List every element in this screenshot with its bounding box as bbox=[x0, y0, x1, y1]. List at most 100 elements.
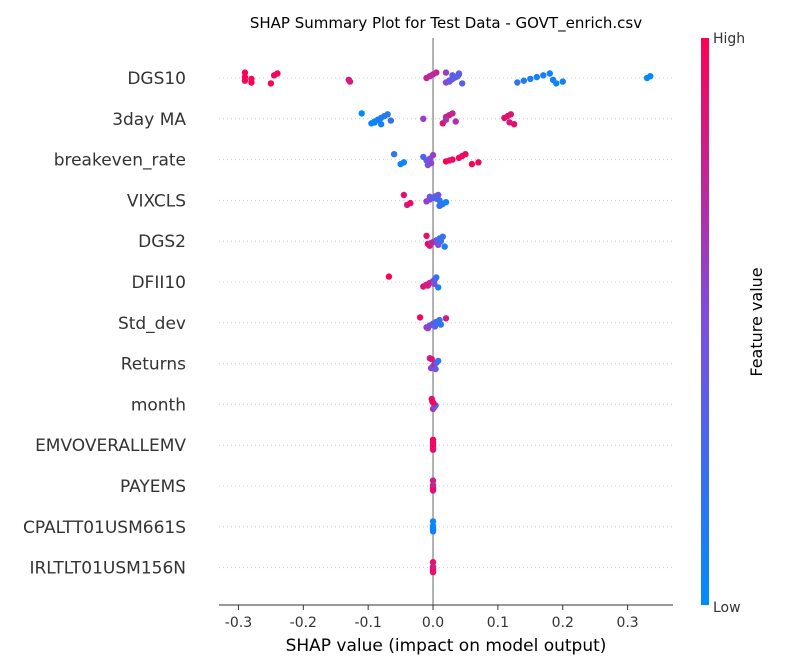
shap-point bbox=[241, 69, 249, 76]
shap-point bbox=[546, 70, 553, 77]
shap-point bbox=[446, 157, 453, 164]
shap-point bbox=[424, 282, 432, 289]
shap-point bbox=[427, 239, 435, 247]
shap-point bbox=[514, 79, 521, 86]
shap-point bbox=[435, 191, 442, 199]
feature-label: DGS10 bbox=[127, 69, 186, 89]
shap-point bbox=[549, 76, 557, 84]
shap-point bbox=[432, 365, 439, 373]
shap-point bbox=[442, 116, 450, 123]
row-guides bbox=[219, 77, 673, 569]
colorbar bbox=[701, 38, 709, 605]
feature-label: IRLTLT01USM156N bbox=[29, 559, 186, 579]
shap-point bbox=[423, 232, 430, 239]
shap-point bbox=[429, 477, 437, 484]
feature-label: breakeven_rate bbox=[54, 151, 186, 171]
shap-point bbox=[400, 191, 408, 199]
shap-point bbox=[400, 159, 408, 166]
feature-label: DFII10 bbox=[131, 273, 186, 293]
shap-point bbox=[442, 199, 450, 206]
shap-point bbox=[429, 439, 437, 446]
shap-points bbox=[241, 69, 654, 576]
feature-label: Std_dev bbox=[118, 314, 186, 334]
shap-point bbox=[429, 518, 437, 525]
shap-point bbox=[431, 323, 439, 330]
shap-point bbox=[533, 73, 540, 81]
feature-label: EMVOVERALLEMV bbox=[35, 436, 186, 456]
shap-point bbox=[433, 274, 440, 281]
shap-point bbox=[559, 78, 566, 85]
shap-point bbox=[459, 80, 466, 87]
shap-point bbox=[267, 80, 275, 87]
shap-point bbox=[248, 75, 255, 83]
shap-point bbox=[420, 115, 427, 123]
shap-point bbox=[429, 151, 437, 159]
shap-point bbox=[377, 121, 385, 128]
feature-label: VIXCLS bbox=[127, 191, 186, 211]
shap-point bbox=[507, 111, 515, 118]
shap-point bbox=[428, 355, 435, 363]
feature-label: Returns bbox=[121, 355, 186, 375]
feature-labels: DGS10 3day MA breakeven_rate VIXCLS DGS2 DFII… bbox=[23, 69, 186, 579]
shap-point bbox=[358, 110, 365, 117]
feature-label: month bbox=[131, 395, 186, 415]
x-tick-label: 0.2 bbox=[552, 615, 574, 631]
chart-title: SHAP Summary Plot for Test Data - GOVT_e… bbox=[250, 14, 642, 33]
x-tick-label: 0.0 bbox=[422, 615, 444, 631]
shap-point bbox=[437, 321, 445, 328]
x-axis-ticks: -0.3 -0.2 -0.1 0.0 0.1 0.2 0.3 bbox=[225, 605, 639, 631]
shap-point bbox=[468, 160, 476, 168]
shap-point bbox=[420, 153, 427, 161]
feature-label: PAYEMS bbox=[120, 477, 186, 497]
shap-point bbox=[520, 77, 528, 84]
shap-point bbox=[385, 273, 393, 280]
feature-label: 3day MA bbox=[112, 110, 186, 130]
x-tick-label: -0.1 bbox=[355, 615, 382, 631]
shap-point bbox=[442, 315, 450, 322]
feature-label: DGS2 bbox=[138, 232, 186, 252]
shap-point bbox=[390, 151, 398, 158]
shap-point bbox=[407, 199, 414, 207]
shap-point bbox=[435, 357, 442, 365]
shap-point bbox=[384, 111, 391, 118]
shap-point bbox=[345, 76, 352, 84]
shap-point bbox=[429, 398, 436, 405]
shap-point bbox=[387, 117, 395, 124]
shap-point bbox=[449, 110, 456, 117]
shap-point bbox=[540, 72, 547, 79]
colorbar-low-label: Low bbox=[713, 600, 741, 616]
shap-point bbox=[462, 151, 469, 158]
shap-point bbox=[429, 481, 437, 489]
shap-point bbox=[371, 119, 378, 126]
shap-point bbox=[431, 280, 438, 287]
shap-point bbox=[452, 118, 459, 125]
feature-label: CPALTT01USM661S bbox=[23, 518, 186, 538]
x-axis-label: SHAP value (impact on model output) bbox=[286, 636, 607, 656]
shap-point bbox=[437, 238, 445, 245]
x-tick-label: -0.3 bbox=[225, 615, 252, 631]
shap-point bbox=[416, 314, 424, 321]
x-tick-label: 0.3 bbox=[616, 615, 638, 631]
shap-point bbox=[424, 325, 432, 332]
shap-point bbox=[437, 201, 445, 209]
shap-point bbox=[506, 119, 513, 126]
shap-point bbox=[433, 69, 440, 76]
shap-point bbox=[427, 160, 435, 167]
shap-point bbox=[429, 559, 437, 566]
shap-point bbox=[527, 75, 534, 83]
shap-point bbox=[442, 69, 450, 76]
shap-point bbox=[455, 71, 463, 78]
shap-point bbox=[475, 159, 482, 166]
shap-point bbox=[241, 73, 249, 81]
shap-point bbox=[274, 70, 281, 77]
shap-point bbox=[647, 73, 654, 80]
shap-point bbox=[429, 522, 437, 530]
shap-point bbox=[426, 193, 433, 200]
shap-point bbox=[429, 563, 437, 570]
x-tick-label: 0.1 bbox=[487, 615, 509, 631]
colorbar-title: Feature value bbox=[747, 267, 766, 376]
shap-point bbox=[441, 243, 448, 250]
x-tick-label: -0.2 bbox=[290, 615, 317, 631]
colorbar-high-label: High bbox=[713, 31, 745, 47]
